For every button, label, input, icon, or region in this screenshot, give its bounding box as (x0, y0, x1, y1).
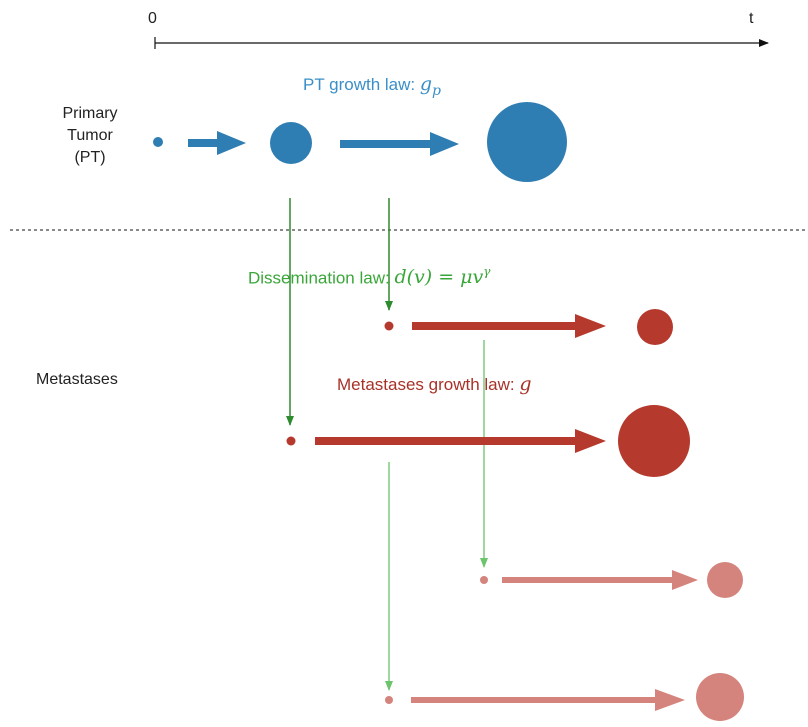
primary-tumor-label: Primary Tumor (PT) (40, 103, 140, 169)
pt-growth-law-label: PT growth law: gp (303, 73, 441, 99)
primary-tumor-label-line2: Tumor (67, 127, 113, 144)
met3-growth-arrow (502, 570, 698, 590)
pt-growth-law-formula: gp (419, 73, 441, 99)
met3-circle (707, 562, 743, 598)
pt-growth-law-text: PT growth law: (303, 75, 420, 94)
pt-dot-initial (153, 137, 163, 147)
met-growth-law-label: Metastases growth law: g (337, 373, 532, 395)
metastases-label: Metastases (36, 371, 118, 388)
pt-formula-base: g (419, 73, 433, 95)
dissemination-formula-main: d(v) = μv (394, 266, 484, 289)
met4-circle (696, 673, 744, 721)
met2-growth-arrow (315, 429, 606, 453)
met2-circle (618, 405, 690, 477)
dissemination-law-formula: d(v) = μvγ (394, 265, 491, 289)
met1-dot (384, 321, 394, 331)
dissemination-law-label: Dissemination law: d(v) = μvγ (248, 265, 490, 288)
pt-growth-arrow-2 (340, 132, 459, 156)
met1-growth-arrow (412, 314, 606, 338)
primary-tumor-label-line1: Primary (62, 105, 118, 122)
met-growth-law-formula: g (519, 373, 532, 395)
pt-formula-sub: p (432, 82, 441, 99)
met-growth-law-text: Metastases growth law: (337, 375, 520, 394)
dissemination-law-text: Dissemination law: (248, 268, 395, 288)
met4-dot (385, 696, 393, 704)
pt-circle-medium (270, 122, 312, 164)
met1-circle (637, 309, 673, 345)
met4-growth-arrow (411, 689, 685, 711)
axis-end-label: t (749, 10, 754, 27)
pt-circle-large (487, 102, 567, 182)
met3-dot (480, 576, 488, 584)
met2-dot (286, 436, 296, 446)
dissemination-formula-sup: γ (483, 265, 491, 279)
primary-tumor-label-line3: (PT) (74, 149, 106, 166)
axis-start-label: 0 (148, 10, 157, 27)
pt-growth-arrow-1 (188, 131, 246, 155)
